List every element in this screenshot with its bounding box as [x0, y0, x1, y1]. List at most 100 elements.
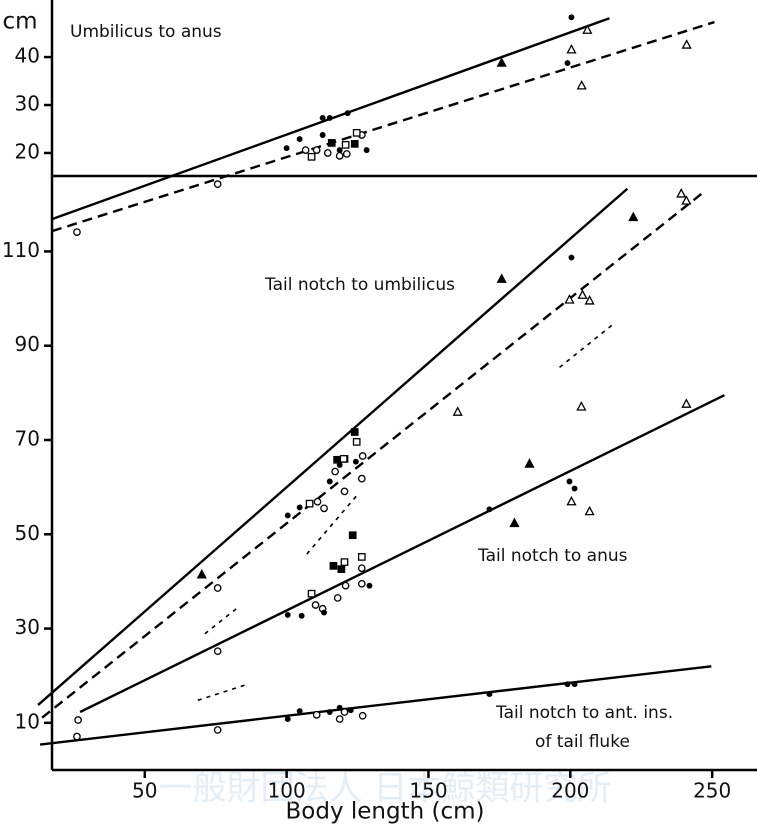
point [564, 60, 571, 67]
point [577, 289, 588, 299]
point [301, 146, 310, 154]
point [74, 716, 82, 724]
regression-line [41, 192, 703, 719]
x-tick-label: 50 [132, 779, 157, 803]
point [319, 115, 326, 121]
point [296, 504, 303, 511]
point [312, 146, 321, 154]
point [357, 474, 366, 483]
point [352, 458, 359, 465]
annotation: Umbilicus to anus [70, 22, 222, 42]
point [296, 136, 303, 143]
y-tick-label: 110 [2, 238, 40, 262]
point [341, 140, 350, 149]
point [357, 553, 366, 561]
point [340, 487, 349, 496]
y-tick-label: 90 [15, 332, 40, 356]
regression-line [79, 394, 725, 714]
y-axis-unit: cm [2, 9, 37, 35]
point [331, 467, 339, 476]
point [452, 406, 463, 416]
watermark: 一般財団法人 日本鯨類研究所 [159, 769, 612, 809]
point [363, 147, 370, 154]
point [564, 294, 575, 304]
point [329, 562, 338, 570]
point [566, 478, 573, 485]
y-tick-label: 20 [15, 139, 40, 163]
x-axis-label: Body length (cm) [286, 799, 485, 825]
point [509, 517, 520, 528]
regression-line [204, 605, 241, 635]
x-tick-label: 200 [551, 779, 589, 803]
annotation: of tail fluke [535, 732, 630, 752]
point [366, 582, 373, 589]
point [347, 707, 354, 714]
point [566, 43, 577, 54]
regression-line [197, 684, 246, 701]
y-tick-label: 10 [15, 709, 40, 733]
point [571, 485, 578, 492]
point [283, 145, 290, 152]
annotation: Tail notch to anus [477, 546, 628, 566]
point [357, 564, 366, 573]
point [326, 115, 333, 121]
point [357, 579, 366, 588]
point [576, 79, 587, 90]
point [335, 152, 344, 160]
point [73, 732, 81, 741]
point [312, 710, 321, 719]
x-tick-label: 250 [693, 779, 731, 803]
point [340, 708, 349, 716]
regression-line [306, 494, 359, 555]
point [584, 505, 595, 516]
point [284, 512, 291, 519]
point [568, 14, 575, 21]
y-tick-label: 30 [15, 615, 40, 639]
annotation: Tail notch to umbilicus [264, 275, 455, 295]
point [486, 506, 493, 513]
y-tick-label: 70 [15, 427, 40, 451]
annotation: Tail notch to ant. ins. [495, 703, 673, 723]
point [326, 478, 333, 485]
point [307, 152, 316, 161]
regression-line [39, 665, 712, 746]
point [486, 691, 493, 698]
point [213, 180, 222, 189]
point [582, 24, 593, 34]
y-tick-label: 50 [15, 521, 40, 545]
point [213, 726, 222, 734]
point [524, 458, 535, 468]
point [326, 709, 333, 715]
point [307, 589, 316, 598]
regression-line [37, 187, 629, 706]
point [340, 558, 349, 566]
point [213, 647, 222, 656]
point [319, 132, 326, 138]
point [298, 612, 305, 619]
point [571, 681, 578, 688]
y-tick-label: 40 [15, 44, 40, 68]
point [337, 565, 346, 574]
point [681, 39, 692, 49]
point [296, 708, 303, 715]
regression-line [559, 322, 616, 369]
point [341, 581, 350, 590]
point [350, 428, 359, 436]
y-tick-label: 30 [15, 92, 40, 116]
point [336, 704, 343, 711]
point [352, 438, 361, 446]
point [576, 401, 587, 411]
regression-line [51, 20, 715, 233]
point [327, 139, 336, 147]
point [284, 716, 291, 723]
point [352, 128, 361, 137]
x-tick-label: 150 [409, 779, 447, 803]
point [311, 601, 320, 609]
point [496, 57, 507, 67]
point [335, 715, 344, 723]
point [320, 504, 328, 513]
point [350, 140, 359, 148]
point [348, 531, 357, 540]
point [213, 584, 222, 592]
